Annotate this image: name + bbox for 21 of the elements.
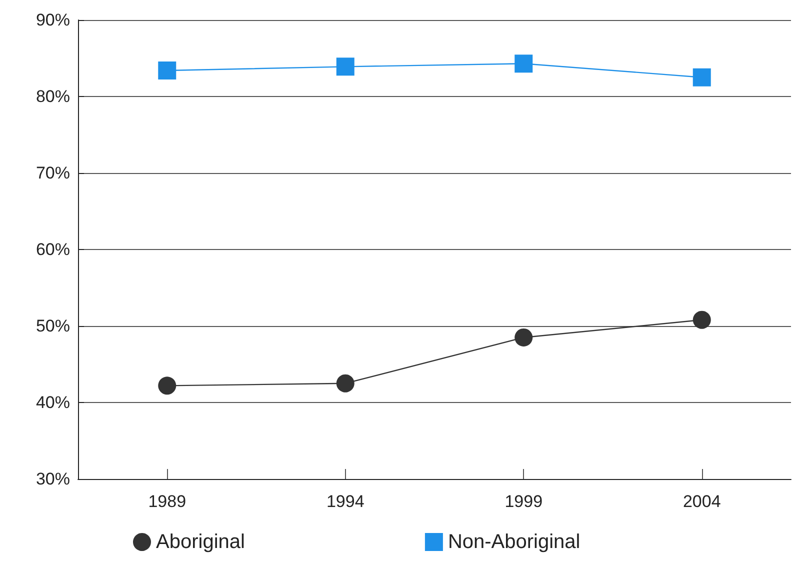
y-tick-label: 50% [36,316,70,336]
y-tick-label: 80% [36,87,70,106]
point [692,68,711,86]
point [158,61,176,80]
y-tick-label: 30% [36,470,70,488]
y-tick-label: 70% [36,164,70,182]
y-tick-label: 60% [36,240,70,259]
y-tick-label: 40% [36,393,70,412]
point [158,376,176,395]
x-tick-label: 1994 [326,492,364,511]
x-tick-label: 2004 [682,492,721,511]
point [514,328,533,346]
legend-label: Aboriginal [156,531,245,553]
point [336,374,354,392]
point [336,58,354,76]
legend-label: Non-Aboriginal [448,531,580,553]
y-tick-label: 90% [36,10,70,30]
point [514,54,533,73]
point [692,310,711,329]
x-tick-label: 1999 [504,492,543,511]
x-tick-label: 1989 [148,492,186,511]
